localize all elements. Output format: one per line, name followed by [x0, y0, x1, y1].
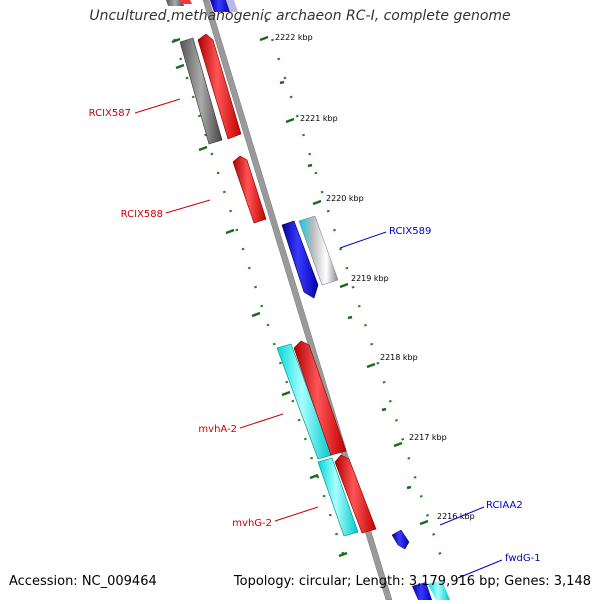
- gene-fwdG-1[interactable]: [412, 582, 432, 600]
- map-title: Uncultured methanogenic archaeon RC-I, c…: [89, 8, 511, 24]
- label-mvhA-2[interactable]: mvhA-2: [198, 424, 237, 435]
- gene-RCIX587[interactable]: [179, 37, 223, 145]
- gene-labels: RCIX587 RCIX588 RCIX589 mvhA-2 mvhG-2 RC…: [89, 108, 541, 564]
- scale-ticks: [171, 35, 429, 558]
- tick-2219: [339, 282, 349, 289]
- label-RCIAA2[interactable]: RCIAA2: [486, 500, 523, 511]
- tick-2220: [312, 199, 322, 206]
- inner-dotted-track: [166, 19, 347, 561]
- tick-2221: [285, 117, 295, 124]
- scale-label-2221: 2221 kbp: [300, 114, 338, 123]
- accession-text: Accession: NC_009464: [9, 574, 157, 589]
- tick-2218: [366, 362, 376, 369]
- scale-label-2219: 2219 kbp: [351, 274, 389, 283]
- gene-RCIX589-adjacent: [298, 215, 339, 286]
- scale-label-2220: 2220 kbp: [326, 194, 364, 203]
- scale-label-2216: 2216 kbp: [437, 512, 475, 521]
- gene-mvhG-2[interactable]: [334, 454, 377, 534]
- tick-2216: [419, 519, 429, 526]
- gene-RCIAA2[interactable]: [391, 529, 410, 550]
- scale-label-2218: 2218 kbp: [380, 353, 418, 362]
- gene-red-forward-1[interactable]: [197, 33, 242, 140]
- gene-RCIX589[interactable]: [281, 220, 319, 299]
- scale-label-2222: 2222 kbp: [275, 33, 313, 42]
- leader-lines: [134, 98, 503, 579]
- partial-blue-feature-top: [210, 0, 230, 12]
- gene-mvhA-2[interactable]: [293, 340, 347, 456]
- label-RCIX588[interactable]: RCIX588: [121, 209, 163, 220]
- tick-2217: [393, 441, 403, 448]
- gene-fwdG-1-cyan: [428, 580, 450, 600]
- partial-red-feature-top: [180, 0, 192, 4]
- partial-lightblue-feature-top: [226, 0, 238, 12]
- gene-mvhG-2-cyan[interactable]: [317, 457, 359, 537]
- gene-RCIX588[interactable]: [232, 155, 267, 224]
- label-mvhG-2[interactable]: mvhG-2: [232, 518, 272, 529]
- tick-2222: [259, 35, 269, 42]
- label-RCIX589[interactable]: RCIX589: [389, 226, 431, 237]
- scale-labels: 2222 kbp 2221 kbp 2220 kbp 2219 kbp 2218…: [275, 33, 475, 521]
- partial-gray-feature-top: [166, 0, 184, 6]
- scale-label-2217: 2217 kbp: [409, 433, 447, 442]
- topology-text: Topology: circular; Length: 3,179,916 bp…: [233, 574, 591, 589]
- label-RCIX587[interactable]: RCIX587: [89, 108, 131, 119]
- label-fwdG-1[interactable]: fwdG-1: [505, 553, 541, 564]
